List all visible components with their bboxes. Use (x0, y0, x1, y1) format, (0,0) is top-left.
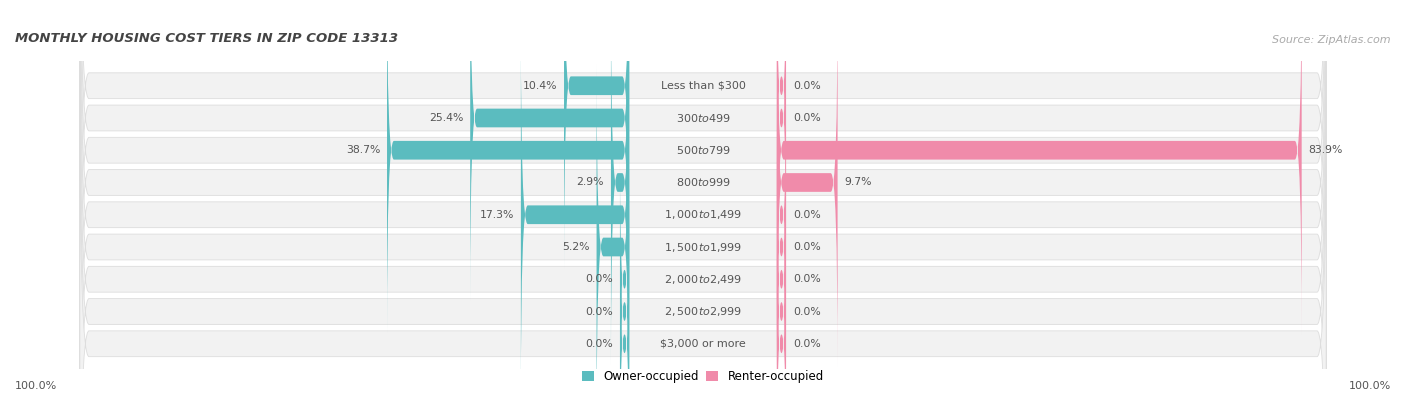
Text: 0.0%: 0.0% (793, 242, 821, 252)
Text: Source: ZipAtlas.com: Source: ZipAtlas.com (1272, 35, 1391, 45)
FancyBboxPatch shape (778, 0, 838, 367)
Text: 0.0%: 0.0% (793, 210, 821, 220)
FancyBboxPatch shape (80, 34, 1326, 415)
Text: 5.2%: 5.2% (562, 242, 589, 252)
Text: 25.4%: 25.4% (429, 113, 464, 123)
FancyBboxPatch shape (80, 0, 1326, 363)
FancyBboxPatch shape (80, 0, 1326, 415)
Text: $2,500 to $2,999: $2,500 to $2,999 (664, 305, 742, 318)
FancyBboxPatch shape (620, 160, 628, 399)
Text: $3,000 or more: $3,000 or more (661, 339, 745, 349)
FancyBboxPatch shape (778, 127, 786, 367)
FancyBboxPatch shape (387, 0, 628, 334)
FancyBboxPatch shape (80, 2, 1326, 415)
FancyBboxPatch shape (778, 0, 1302, 334)
FancyBboxPatch shape (564, 0, 628, 270)
FancyBboxPatch shape (778, 192, 786, 415)
Text: 0.0%: 0.0% (585, 274, 613, 284)
Text: 0.0%: 0.0% (793, 81, 821, 91)
Text: 10.4%: 10.4% (523, 81, 557, 91)
Text: 100.0%: 100.0% (1348, 381, 1391, 391)
FancyBboxPatch shape (778, 0, 786, 238)
Text: 0.0%: 0.0% (793, 307, 821, 317)
Text: $800 to $999: $800 to $999 (675, 176, 731, 188)
Legend: Owner-occupied, Renter-occupied: Owner-occupied, Renter-occupied (578, 365, 828, 388)
Text: 0.0%: 0.0% (585, 339, 613, 349)
Text: 2.9%: 2.9% (576, 178, 605, 188)
FancyBboxPatch shape (612, 0, 628, 367)
Text: 0.0%: 0.0% (793, 113, 821, 123)
FancyBboxPatch shape (620, 192, 628, 415)
Text: 38.7%: 38.7% (346, 145, 380, 155)
FancyBboxPatch shape (80, 66, 1326, 415)
FancyBboxPatch shape (470, 0, 628, 302)
Text: 100.0%: 100.0% (15, 381, 58, 391)
FancyBboxPatch shape (80, 0, 1326, 415)
Text: 0.0%: 0.0% (585, 307, 613, 317)
FancyBboxPatch shape (778, 95, 786, 334)
Text: MONTHLY HOUSING COST TIERS IN ZIP CODE 13313: MONTHLY HOUSING COST TIERS IN ZIP CODE 1… (15, 32, 398, 45)
FancyBboxPatch shape (596, 63, 628, 415)
FancyBboxPatch shape (778, 160, 786, 399)
Text: $500 to $799: $500 to $799 (675, 144, 731, 156)
FancyBboxPatch shape (80, 0, 1326, 331)
FancyBboxPatch shape (80, 0, 1326, 395)
FancyBboxPatch shape (778, 224, 786, 415)
Text: Less than $300: Less than $300 (661, 81, 745, 91)
FancyBboxPatch shape (520, 31, 628, 399)
Text: $1,000 to $1,499: $1,000 to $1,499 (664, 208, 742, 221)
Text: 0.0%: 0.0% (793, 274, 821, 284)
FancyBboxPatch shape (620, 224, 628, 415)
FancyBboxPatch shape (778, 0, 786, 205)
Text: 0.0%: 0.0% (793, 339, 821, 349)
Text: 9.7%: 9.7% (845, 178, 872, 188)
Text: $2,000 to $2,499: $2,000 to $2,499 (664, 273, 742, 286)
Text: 17.3%: 17.3% (479, 210, 515, 220)
Text: 83.9%: 83.9% (1309, 145, 1343, 155)
Text: $1,500 to $1,999: $1,500 to $1,999 (664, 241, 742, 254)
Text: $300 to $499: $300 to $499 (675, 112, 731, 124)
FancyBboxPatch shape (80, 99, 1326, 415)
